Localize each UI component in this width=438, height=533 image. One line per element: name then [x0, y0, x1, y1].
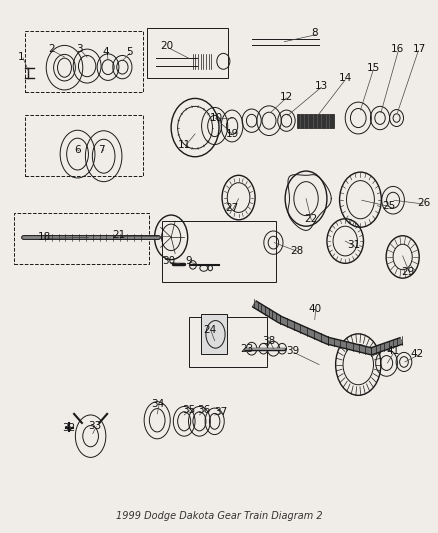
Text: 34: 34 [152, 399, 165, 409]
Text: 13: 13 [314, 81, 328, 91]
Text: 1: 1 [18, 52, 24, 62]
Text: 12: 12 [280, 92, 293, 102]
Text: 27: 27 [226, 203, 239, 213]
Text: 1999 Dodge Dakota Gear Train Diagram 2: 1999 Dodge Dakota Gear Train Diagram 2 [116, 511, 322, 521]
Bar [297, 114, 334, 127]
Text: 28: 28 [291, 246, 304, 256]
Text: 14: 14 [339, 73, 352, 83]
Text: 24: 24 [204, 325, 217, 335]
Text: 41: 41 [386, 346, 400, 357]
Text: 7: 7 [98, 145, 105, 155]
Text: 31: 31 [347, 240, 360, 251]
Text: 19: 19 [226, 129, 239, 139]
Text: 9: 9 [185, 256, 192, 266]
Text: 3: 3 [76, 44, 83, 54]
Text: 16: 16 [391, 44, 404, 54]
Bar [201, 314, 227, 354]
Text: 10: 10 [210, 113, 223, 123]
Text: 15: 15 [367, 63, 380, 72]
Text: 11: 11 [177, 140, 191, 150]
Text: 25: 25 [382, 200, 396, 211]
Text: 40: 40 [308, 304, 321, 314]
Text: 32: 32 [62, 423, 75, 433]
Text: 37: 37 [215, 407, 228, 417]
Text: 29: 29 [402, 267, 415, 277]
Text: 5: 5 [127, 47, 133, 56]
Text: 35: 35 [182, 405, 195, 415]
Text: 17: 17 [413, 44, 426, 54]
Text: 22: 22 [304, 214, 317, 224]
Text: 6: 6 [74, 145, 81, 155]
Text: 26: 26 [417, 198, 430, 208]
Text: 39: 39 [286, 346, 300, 357]
Text: 8: 8 [311, 28, 318, 38]
Text: 30: 30 [162, 256, 176, 266]
Text: 2: 2 [48, 44, 55, 54]
Text: 42: 42 [410, 349, 424, 359]
Text: 18: 18 [38, 232, 52, 243]
Text: 36: 36 [197, 405, 210, 415]
Text: 33: 33 [88, 421, 102, 431]
Text: 21: 21 [112, 230, 126, 240]
Text: 20: 20 [160, 42, 173, 52]
Text: 4: 4 [102, 47, 109, 56]
Text: 23: 23 [240, 344, 254, 354]
Text: 38: 38 [262, 336, 276, 346]
